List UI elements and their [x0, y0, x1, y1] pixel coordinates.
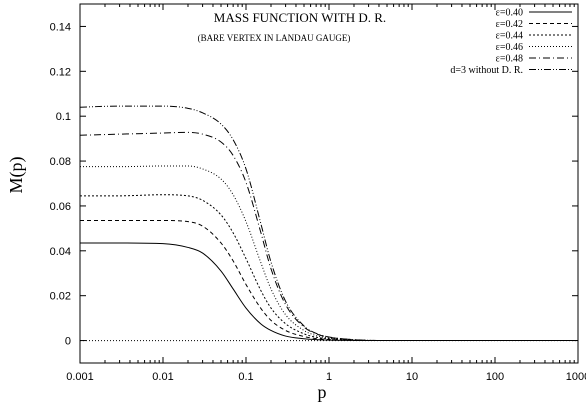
series-line-2 [79, 220, 578, 342]
y-tick-label: 0.12 [50, 66, 71, 78]
x-axis-label: p [318, 382, 327, 402]
chart-title: MASS FUNCTION WITH D. R. [214, 10, 386, 25]
x-tick-label: 0.001 [66, 371, 94, 383]
series-line-4 [80, 165, 578, 342]
legend-label: ε=0.46 [496, 42, 523, 53]
y-tick-label: 0.04 [50, 246, 71, 258]
x-tick-label: 0.01 [152, 371, 173, 383]
y-tick-label: 0.14 [50, 21, 71, 33]
y-axis-label: M(p) [6, 157, 27, 194]
x-tick-label: 10 [406, 371, 418, 383]
chart-subtitle: (BARE VERTEX IN LANDAU GAUGE) [198, 33, 351, 43]
legend-label: ε=0.40 [496, 8, 523, 19]
y-tick-label: 0.08 [50, 156, 71, 168]
x-tick-label: 1 [326, 371, 332, 383]
legend-label: d=3 without D. R. [450, 65, 523, 76]
legend-label: ε=0.44 [496, 31, 523, 42]
legend: ε=0.40ε=0.42ε=0.44ε=0.46ε=0.48d=3 withou… [450, 8, 572, 76]
series-line-5 [79, 131, 578, 342]
series-line-6 [79, 105, 578, 342]
y-tick-label: 0 [65, 336, 71, 348]
x-tick-label: 0.1 [238, 371, 253, 383]
legend-label: ε=0.42 [496, 19, 523, 30]
x-tick-label: 100 [486, 371, 504, 383]
legend-label: ε=0.48 [496, 54, 523, 65]
series-layer [79, 105, 578, 342]
y-tick-label: 0.06 [50, 201, 71, 213]
y-tick-label: 0.1 [56, 111, 71, 123]
y-tick-label: 0.02 [50, 291, 71, 303]
series-line-1 [80, 242, 578, 342]
series-line-3 [80, 194, 578, 342]
